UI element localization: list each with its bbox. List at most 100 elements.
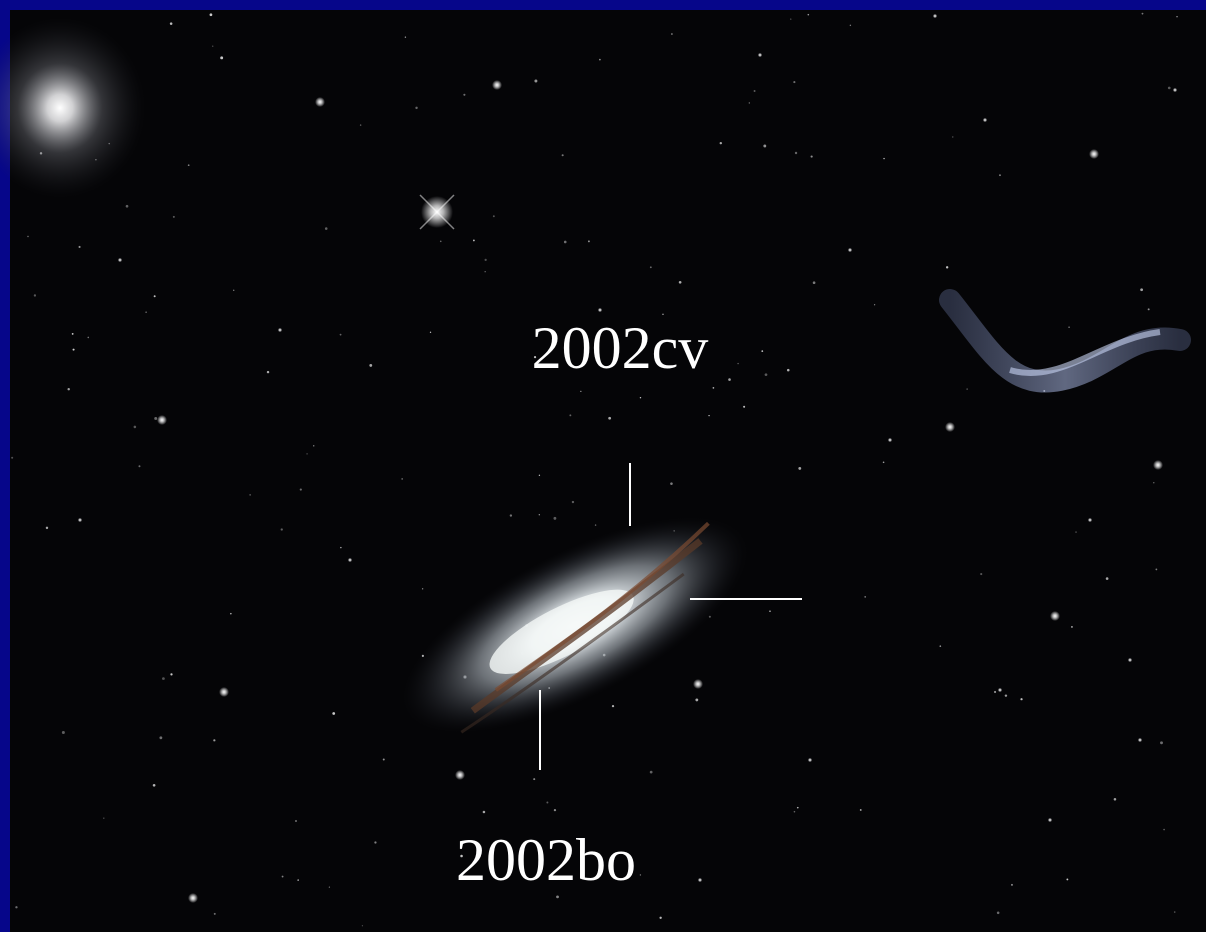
faint-star bbox=[1148, 308, 1150, 310]
star bbox=[693, 679, 703, 689]
faint-star bbox=[332, 712, 335, 715]
faint-star bbox=[374, 841, 376, 843]
faint-star bbox=[793, 81, 795, 83]
faint-star bbox=[580, 391, 581, 392]
faint-star bbox=[966, 388, 967, 389]
faint-star bbox=[811, 155, 813, 157]
faint-star bbox=[11, 457, 13, 459]
star bbox=[998, 688, 1002, 692]
faint-star bbox=[569, 414, 571, 416]
faint-star bbox=[422, 588, 423, 589]
star bbox=[1088, 518, 1092, 522]
faint-star bbox=[1168, 87, 1171, 90]
faint-star bbox=[27, 236, 28, 237]
faint-star bbox=[1114, 798, 1117, 801]
faint-star bbox=[864, 596, 866, 598]
faint-star bbox=[340, 334, 342, 336]
faint-star bbox=[564, 241, 567, 244]
faint-star bbox=[1176, 16, 1177, 17]
page: 2002cv 2002bo (() => { const data = JSON… bbox=[0, 0, 1206, 932]
faint-star bbox=[282, 876, 284, 878]
faint-star bbox=[306, 453, 307, 454]
faint-star bbox=[329, 887, 330, 888]
faint-star bbox=[213, 739, 215, 741]
faint-star bbox=[671, 33, 673, 35]
faint-star bbox=[1106, 577, 1109, 580]
faint-star bbox=[154, 295, 156, 297]
star bbox=[1128, 658, 1132, 662]
star bbox=[945, 422, 955, 432]
faint-star bbox=[787, 369, 790, 372]
faint-star bbox=[1068, 326, 1070, 328]
faint-star bbox=[214, 913, 216, 915]
faint-star bbox=[952, 136, 953, 137]
faint-star bbox=[737, 363, 738, 364]
faint-star bbox=[679, 281, 682, 284]
faint-star bbox=[73, 349, 75, 351]
star bbox=[888, 438, 892, 442]
faint-star bbox=[798, 467, 801, 470]
faint-star bbox=[340, 547, 341, 548]
faint-star bbox=[813, 281, 816, 284]
star bbox=[348, 558, 352, 562]
faint-star bbox=[230, 613, 232, 615]
star bbox=[118, 258, 122, 262]
faint-star bbox=[170, 673, 172, 675]
faint-star bbox=[553, 517, 556, 520]
faint-star bbox=[233, 290, 234, 291]
faint-star bbox=[533, 778, 535, 780]
annotation-label: 2002bo bbox=[456, 827, 636, 893]
faint-star bbox=[708, 415, 709, 416]
faint-star bbox=[145, 312, 146, 313]
star bbox=[598, 308, 602, 312]
star bbox=[1173, 88, 1177, 92]
faint-star bbox=[1140, 288, 1143, 291]
faint-star bbox=[103, 818, 104, 819]
faint-star bbox=[79, 246, 81, 248]
faint-star bbox=[295, 820, 297, 822]
star bbox=[315, 97, 325, 107]
faint-star bbox=[850, 25, 851, 26]
faint-star bbox=[883, 461, 885, 463]
faint-star bbox=[281, 528, 283, 530]
faint-star bbox=[463, 94, 465, 96]
faint-star bbox=[546, 801, 548, 803]
bright-star bbox=[420, 195, 454, 229]
faint-star bbox=[510, 514, 512, 516]
image-background bbox=[10, 10, 1206, 932]
star bbox=[1050, 611, 1060, 621]
star bbox=[848, 248, 852, 252]
faint-star bbox=[980, 573, 982, 575]
faint-star bbox=[720, 142, 722, 144]
faint-star bbox=[728, 378, 731, 381]
faint-star bbox=[1155, 569, 1157, 571]
faint-star bbox=[749, 102, 750, 103]
faint-star bbox=[362, 925, 363, 926]
faint-star bbox=[763, 145, 766, 148]
faint-star bbox=[670, 482, 673, 485]
faint-star bbox=[1163, 829, 1165, 831]
star bbox=[1138, 738, 1142, 742]
faint-star bbox=[534, 80, 537, 83]
faint-star bbox=[383, 758, 385, 760]
faint-star bbox=[360, 124, 361, 125]
faint-star bbox=[608, 417, 611, 420]
faint-star bbox=[1071, 626, 1073, 628]
faint-star bbox=[599, 59, 601, 61]
faint-star bbox=[34, 294, 36, 296]
faint-star bbox=[210, 13, 213, 16]
faint-star bbox=[612, 705, 614, 707]
faint-star bbox=[1174, 911, 1176, 913]
faint-star bbox=[883, 158, 884, 159]
star bbox=[278, 328, 282, 332]
faint-star bbox=[405, 37, 406, 38]
faint-star bbox=[1153, 482, 1154, 483]
faint-star bbox=[797, 807, 799, 809]
faint-star bbox=[556, 895, 559, 898]
faint-star bbox=[997, 912, 1000, 915]
faint-star bbox=[713, 387, 715, 389]
faint-star bbox=[138, 465, 140, 467]
faint-star bbox=[162, 677, 165, 680]
star bbox=[758, 53, 762, 57]
faint-star bbox=[493, 215, 495, 217]
